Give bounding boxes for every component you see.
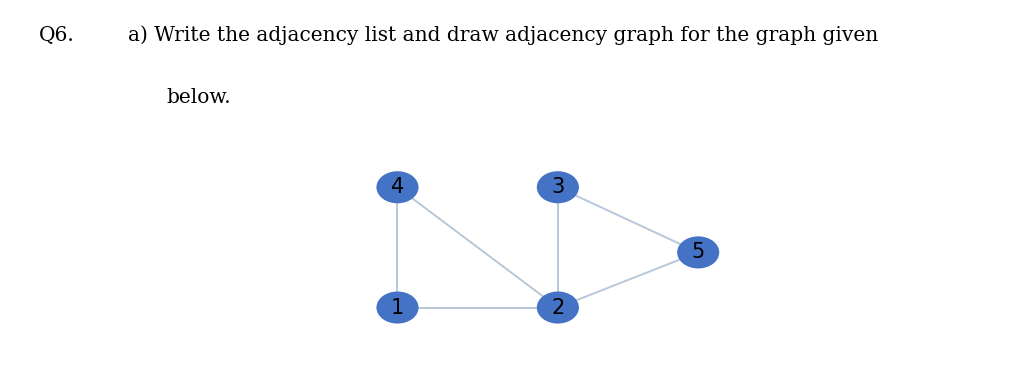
Text: 2: 2: [551, 298, 564, 317]
Ellipse shape: [377, 171, 419, 203]
Ellipse shape: [537, 291, 579, 324]
Text: 4: 4: [391, 177, 404, 197]
Text: 3: 3: [551, 177, 564, 197]
Ellipse shape: [677, 236, 719, 268]
Ellipse shape: [537, 171, 579, 203]
Text: 5: 5: [691, 243, 705, 262]
Text: below.: below.: [166, 88, 230, 107]
Text: a) Write the adjacency list and draw adjacency graph for the graph given: a) Write the adjacency list and draw adj…: [128, 26, 879, 46]
Ellipse shape: [377, 291, 419, 324]
Text: Q6.: Q6.: [39, 26, 75, 45]
Text: 1: 1: [391, 298, 404, 317]
